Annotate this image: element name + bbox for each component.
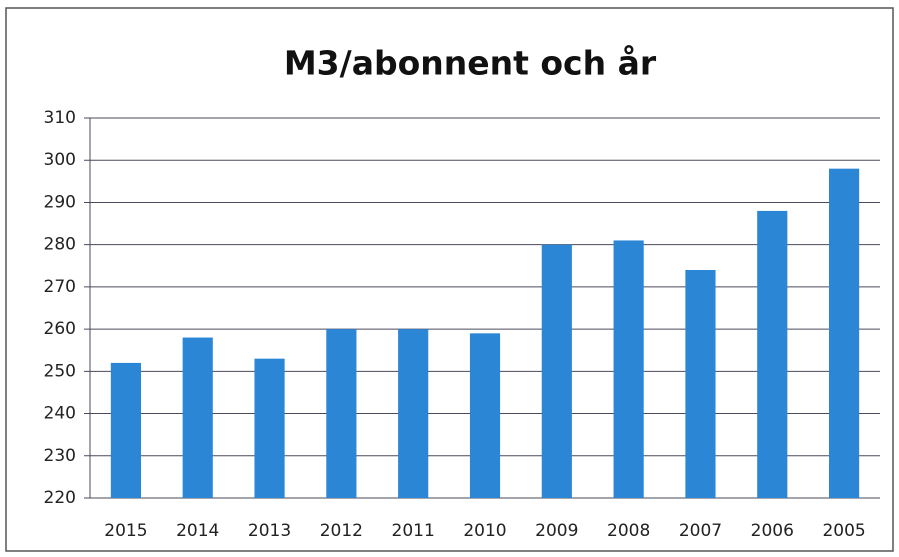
bar bbox=[182, 337, 213, 498]
x-tick-label: 2009 bbox=[535, 521, 578, 541]
x-tick-label: 2008 bbox=[607, 521, 650, 541]
y-tick-label: 300 bbox=[44, 150, 76, 170]
x-tick-label: 2005 bbox=[822, 521, 865, 541]
x-tick-label: 2014 bbox=[176, 521, 219, 541]
y-tick-label: 240 bbox=[44, 404, 76, 424]
bar bbox=[110, 362, 141, 498]
x-tick-label: 2015 bbox=[104, 521, 147, 541]
bar bbox=[469, 333, 501, 498]
x-tick-label: 2013 bbox=[248, 521, 291, 541]
y-tick-label: 290 bbox=[44, 192, 76, 212]
y-tick-label: 270 bbox=[44, 277, 76, 297]
bar bbox=[326, 329, 357, 498]
y-tick-label: 260 bbox=[44, 319, 76, 339]
bar bbox=[829, 168, 860, 498]
chart-title: M3/abonnent och år bbox=[284, 44, 657, 83]
x-tick-label: 2011 bbox=[392, 521, 435, 541]
y-tick-label: 250 bbox=[44, 361, 76, 381]
x-tick-label: 2012 bbox=[320, 521, 363, 541]
x-tick-label: 2007 bbox=[679, 521, 722, 541]
bar bbox=[541, 244, 572, 498]
bar bbox=[613, 240, 644, 498]
bar bbox=[685, 270, 716, 498]
y-tick-label: 220 bbox=[44, 488, 76, 508]
y-tick-label: 280 bbox=[44, 235, 76, 255]
y-tick-label: 230 bbox=[44, 446, 76, 466]
bar bbox=[757, 210, 788, 498]
y-tick-label: 310 bbox=[44, 108, 76, 128]
bar bbox=[398, 329, 429, 498]
x-tick-label: 2010 bbox=[463, 521, 506, 541]
x-tick-label: 2006 bbox=[751, 521, 794, 541]
bar bbox=[254, 358, 285, 498]
chart-border bbox=[5, 7, 894, 552]
